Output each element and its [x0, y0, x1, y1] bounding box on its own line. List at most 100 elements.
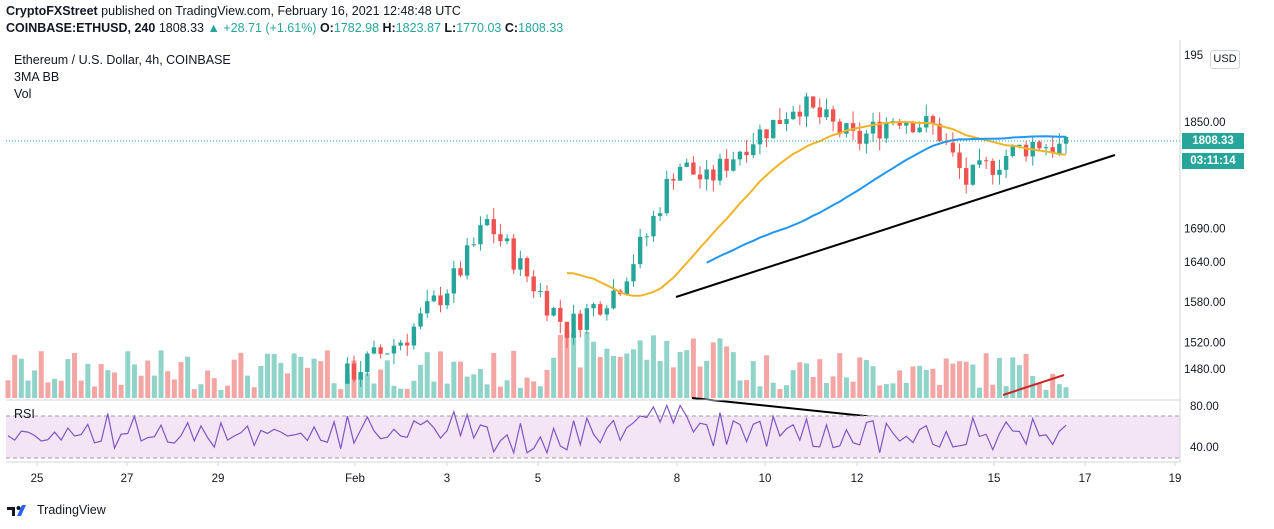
- volume-bar: [777, 389, 783, 398]
- volume-bar: [957, 361, 963, 398]
- volume-bar: [857, 357, 863, 398]
- volume-bar: [744, 380, 750, 398]
- volume-bar: [384, 360, 390, 398]
- candle-body: [671, 178, 676, 181]
- volume-bar: [990, 384, 996, 398]
- volume-bar: [764, 355, 770, 398]
- candle-body: [910, 122, 916, 133]
- candle-body: [857, 130, 862, 144]
- candle-body: [850, 123, 856, 131]
- rsi-label[interactable]: RSI: [14, 407, 35, 421]
- candle-body: [830, 109, 836, 122]
- volume-bar: [251, 387, 257, 398]
- volume-bar: [58, 380, 64, 398]
- volume-bar: [404, 388, 410, 398]
- candle-body: [458, 268, 463, 276]
- volume-bar: [165, 371, 171, 398]
- candle-body: [751, 144, 756, 156]
- volume-bar: [557, 335, 563, 398]
- candle-body: [345, 363, 350, 384]
- volume-bar: [424, 352, 430, 398]
- volume-bar: [877, 385, 883, 398]
- brand-name[interactable]: TradingView: [37, 503, 106, 517]
- volume-bar: [537, 386, 543, 398]
- volume-bar: [364, 373, 370, 398]
- candle-body: [1043, 147, 1049, 149]
- currency-badge[interactable]: USD: [1210, 50, 1240, 69]
- candle-body: [637, 236, 643, 265]
- rsi-band: [6, 416, 1180, 458]
- candle-body: [391, 345, 397, 354]
- candle-body: [777, 119, 783, 124]
- candle-body: [930, 116, 936, 124]
- volume-bar: [644, 359, 650, 398]
- countdown-tag: 03:11:14: [1182, 153, 1244, 169]
- volume-bar: [883, 384, 889, 398]
- candle-body: [604, 308, 610, 315]
- volume-bar: [1010, 357, 1016, 398]
- candle-body: [564, 321, 570, 338]
- volume-trendline: [1002, 374, 1065, 396]
- volume-bar: [817, 359, 823, 398]
- candle-body: [551, 307, 556, 316]
- candle-body: [358, 371, 363, 380]
- candle-body: [717, 158, 723, 181]
- candle-body: [584, 308, 590, 330]
- candle-body: [571, 313, 576, 338]
- volume-bar: [245, 375, 251, 398]
- volume-bar: [917, 365, 923, 398]
- volume-bar: [18, 358, 24, 398]
- volume-bar: [863, 359, 869, 398]
- volume-bar: [151, 375, 157, 398]
- publisher-name[interactable]: CryptoFXStreet: [6, 4, 98, 18]
- candle-body: [837, 121, 842, 134]
- candle-body: [764, 129, 769, 139]
- volume-bar: [664, 340, 670, 398]
- last-price-tag: 1808.33: [1182, 133, 1244, 149]
- candle-body: [790, 111, 796, 120]
- candle-body: [824, 109, 829, 118]
- time-tick-label: 8: [674, 473, 680, 485]
- volume-bar: [271, 354, 277, 398]
- price-axis: 195 1850.00 1690.00 1640.00 1580.00 1520.00 14…: [1184, 50, 1226, 454]
- candle-body: [990, 160, 996, 175]
- price-tick-label: 1520.00: [1184, 337, 1226, 349]
- high-label: H:: [382, 21, 396, 35]
- indicator-3ma-bb[interactable]: 3MA BB: [14, 70, 60, 84]
- rsi-tick-label: 80.00: [1190, 401, 1219, 413]
- candle-body: [438, 295, 443, 306]
- candle-body: [631, 264, 636, 282]
- volume-bar: [158, 350, 164, 398]
- volume-bar: [937, 385, 943, 398]
- candle-body: [544, 290, 550, 316]
- volume-bar: [704, 360, 710, 398]
- candle-body: [1017, 144, 1022, 147]
- volume-bar: [910, 366, 916, 398]
- volume-bar: [491, 353, 497, 398]
- candle-body: [611, 290, 616, 309]
- price-tick-label: 1580.00: [1184, 297, 1226, 309]
- volume-bar: [943, 358, 949, 398]
- rsi-line: [7, 403, 1067, 455]
- volume-bar: [398, 388, 404, 398]
- candle-body: [471, 244, 476, 246]
- volume-bar: [484, 384, 490, 398]
- low-value: 1770.03: [456, 21, 502, 35]
- indicator-volume[interactable]: Vol: [14, 87, 32, 101]
- time-tick-label: 15: [988, 473, 1001, 485]
- candle-body: [371, 347, 377, 354]
- volume-bar: [291, 353, 297, 398]
- volume-bar: [145, 360, 151, 398]
- volume-bar: [823, 382, 829, 398]
- candle-body: [484, 219, 490, 226]
- volume-bar: [65, 359, 71, 398]
- volume-bar: [105, 370, 111, 398]
- candle-body: [877, 121, 882, 139]
- volume-bar: [72, 352, 78, 398]
- volume-bar: [444, 383, 450, 398]
- volume-bar: [1036, 382, 1042, 398]
- volume-bar: [730, 352, 736, 398]
- volume-bar: [38, 351, 44, 398]
- candle-body: [983, 160, 989, 162]
